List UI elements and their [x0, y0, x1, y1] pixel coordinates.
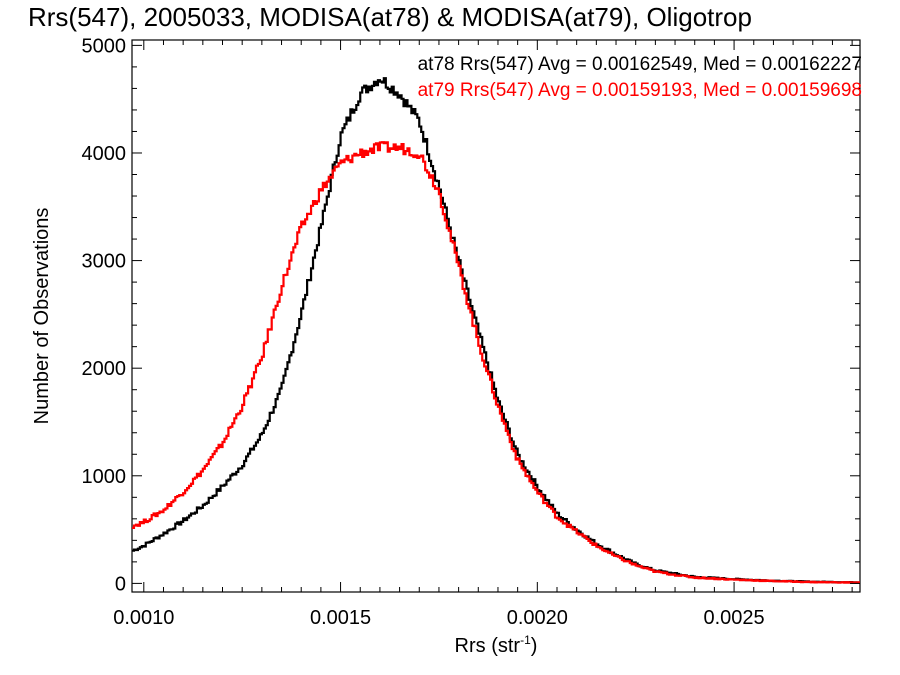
y-tick-label: 3000 [82, 251, 127, 273]
x-tick-label: 0.0020 [507, 607, 568, 629]
series-layer [132, 77, 860, 584]
annotation-at79: at79 Rrs(547) Avg = 0.00159193, Med = 0.… [418, 80, 862, 101]
annotation-at78: at78 Rrs(547) Avg = 0.00162549, Med = 0.… [418, 54, 862, 75]
x-axis-label: Rrs (str-1) [455, 633, 538, 657]
chart-title: Rrs(547), 2005033, MODISA(at78) & MODISA… [28, 2, 752, 32]
y-tick-label: 4000 [82, 143, 127, 165]
x-tick-label: 0.0025 [703, 607, 764, 629]
y-tick-label: 0 [115, 573, 126, 595]
x-tick-label: 0.0010 [113, 607, 174, 629]
x-tick-label: 0.0015 [310, 607, 371, 629]
series-line-1 [132, 141, 860, 584]
ticks-layer: 0.0010 0.0015 0.0020 0.0025 0 1000 2000 3000 400… [82, 35, 860, 629]
y-tick-label: 1000 [82, 466, 127, 488]
y-axis-label: Number of Observations [31, 208, 53, 425]
plot-frame [131, 39, 861, 593]
x-axis-label-close: ) [531, 635, 538, 657]
y-tick-label: 2000 [82, 358, 127, 380]
x-axis-label-sup: -1 [520, 633, 531, 647]
y-tick-label: 5000 [82, 35, 127, 57]
series-line-0 [132, 77, 860, 584]
x-axis-label-main: Rrs (str [455, 635, 521, 657]
